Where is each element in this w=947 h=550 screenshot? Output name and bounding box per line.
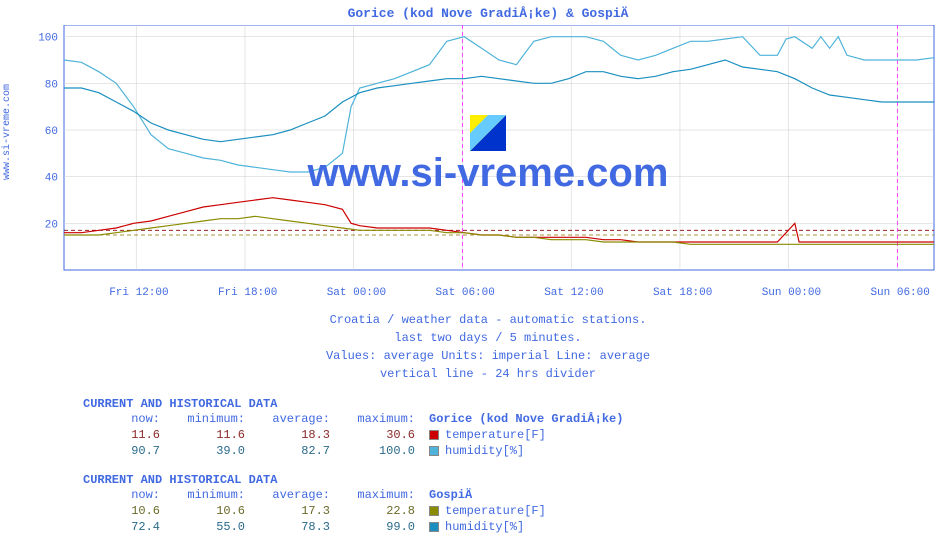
series-label: temperature[F] — [445, 428, 546, 442]
series-swatch — [429, 522, 439, 532]
data-cell: 10.6 — [83, 504, 168, 518]
table-row: 11.611.618.330.6temperature[F] — [83, 427, 938, 443]
series-swatch — [429, 506, 439, 516]
table-row: 72.455.078.399.0 humidity[%] — [83, 519, 938, 535]
column-header: maximum: — [338, 412, 423, 426]
x-tick-label: Fri 12:00 — [109, 287, 168, 299]
data-cell: 11.6 — [168, 428, 253, 442]
table-row: 90.739.082.7100.0 humidity[%] — [83, 443, 938, 459]
data-tables: CURRENT AND HISTORICAL DATAnow:minimum:a… — [38, 397, 938, 535]
series-swatch — [429, 446, 439, 456]
column-header-row: now:minimum:average:maximum: Gorice (kod … — [83, 411, 938, 427]
chart-panel: Gorice (kod Nove GradiÅ¡ke) & GospiÄ 20 4… — [38, 0, 938, 535]
caption-line: Values: average Units: imperial Line: av… — [38, 347, 938, 365]
caption-line: vertical line - 24 hrs divider — [38, 365, 938, 383]
plot-container: 20406080100 www.si-vreme.com — [38, 25, 938, 285]
data-cell: 72.4 — [83, 520, 168, 534]
site-url-vertical: www.si-vreme.com — [2, 84, 13, 180]
data-block-header: CURRENT AND HISTORICAL DATA — [83, 397, 938, 411]
data-block: CURRENT AND HISTORICAL DATAnow:minimum:a… — [83, 473, 938, 535]
x-tick-label: Sun 06:00 — [870, 287, 929, 299]
x-tick-label: Fri 18:00 — [218, 287, 277, 299]
data-cell: 18.3 — [253, 428, 338, 442]
x-tick-label: Sat 06:00 — [435, 287, 494, 299]
location-label: GospiÄ — [429, 488, 472, 502]
column-header: minimum: — [168, 488, 253, 502]
data-cell: 30.6 — [338, 428, 423, 442]
data-cell: 82.7 — [253, 444, 338, 458]
column-header: minimum: — [168, 412, 253, 426]
data-cell: 10.6 — [168, 504, 253, 518]
x-tick-label: Sat 18:00 — [653, 287, 712, 299]
data-cell: 22.8 — [338, 504, 423, 518]
column-header: maximum: — [338, 488, 423, 502]
line-chart: 20 40 60 80 100 — [38, 25, 938, 285]
column-header: average: — [253, 412, 338, 426]
svg-text:60: 60 — [45, 126, 58, 138]
svg-text:100: 100 — [38, 33, 58, 45]
column-header: now: — [83, 412, 168, 426]
column-header: average: — [253, 488, 338, 502]
x-tick-label: Sat 12:00 — [544, 287, 603, 299]
caption-block: Croatia / weather data - automatic stati… — [38, 311, 938, 383]
series-label: temperature[F] — [445, 504, 546, 518]
x-tick-label: Sun 00:00 — [762, 287, 821, 299]
svg-text:80: 80 — [45, 79, 58, 91]
data-cell: 11.6 — [83, 428, 168, 442]
svg-text:20: 20 — [45, 219, 58, 231]
data-cell: 78.3 — [253, 520, 338, 534]
data-cell: 99.0 — [338, 520, 423, 534]
column-header-row: now:minimum:average:maximum: GospiÄ — [83, 487, 938, 503]
x-axis-labels: Fri 12:00 Fri 18:00 Sat 00:00 Sat 06:00 Sat … — [38, 285, 938, 301]
svg-text:40: 40 — [45, 173, 58, 185]
data-block-header: CURRENT AND HISTORICAL DATA — [83, 473, 938, 487]
series-swatch — [429, 430, 439, 440]
data-block: CURRENT AND HISTORICAL DATAnow:minimum:a… — [83, 397, 938, 459]
data-cell: 55.0 — [168, 520, 253, 534]
data-cell: 100.0 — [338, 444, 423, 458]
caption-line: last two days / 5 minutes. — [38, 329, 938, 347]
data-cell: 39.0 — [168, 444, 253, 458]
caption-line: Croatia / weather data - automatic stati… — [38, 311, 938, 329]
table-row: 10.610.617.322.8temperature[F] — [83, 503, 938, 519]
series-label: humidity[%] — [445, 520, 524, 534]
location-label: Gorice (kod Nove GradiÅ¡ke) — [429, 412, 623, 426]
series-label: humidity[%] — [445, 444, 524, 458]
x-tick-label: Sat 00:00 — [327, 287, 386, 299]
data-cell: 17.3 — [253, 504, 338, 518]
column-header: now: — [83, 488, 168, 502]
data-cell: 90.7 — [83, 444, 168, 458]
chart-title: Gorice (kod Nove GradiÅ¡ke) & GospiÄ — [38, 0, 938, 25]
